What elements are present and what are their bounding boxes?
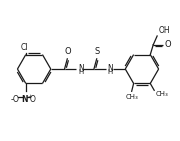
Text: O: O — [64, 47, 71, 56]
Text: N: N — [78, 64, 84, 73]
Text: OH: OH — [158, 26, 170, 35]
Text: Cl: Cl — [21, 43, 29, 52]
Text: H: H — [78, 69, 84, 75]
Text: H: H — [108, 69, 113, 75]
Text: O: O — [30, 95, 36, 104]
Text: N: N — [108, 64, 113, 73]
Text: -O: -O — [11, 95, 19, 104]
Text: O: O — [164, 40, 171, 49]
Text: CH₃: CH₃ — [125, 94, 138, 100]
Text: N: N — [22, 95, 28, 104]
Text: S: S — [94, 47, 100, 56]
Text: CH₃: CH₃ — [155, 91, 168, 97]
Text: +: + — [27, 94, 32, 99]
